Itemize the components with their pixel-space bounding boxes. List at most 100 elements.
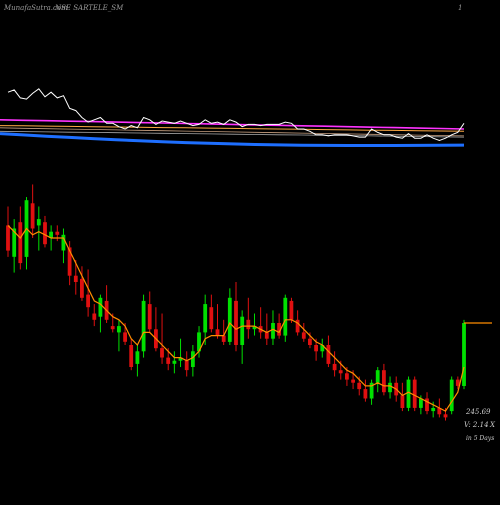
candle <box>332 351 337 377</box>
candle-body <box>351 379 355 383</box>
volume-readout: V: 2.14 <box>464 421 489 429</box>
candle <box>246 297 251 339</box>
candle-body <box>246 319 251 330</box>
candle <box>240 310 245 364</box>
candle-body <box>12 228 17 257</box>
candle-body <box>184 360 189 371</box>
candle-body <box>61 234 66 251</box>
candle <box>388 376 392 399</box>
candle-body <box>129 345 134 367</box>
band-blue-line <box>0 132 465 147</box>
indicator-panel <box>7 88 465 142</box>
candle <box>382 363 386 396</box>
volume-unit: X <box>489 421 496 429</box>
candle-body <box>172 360 177 364</box>
candle-body <box>141 300 146 352</box>
candle <box>197 326 201 358</box>
candle-body <box>252 326 257 330</box>
candle-body <box>203 304 208 333</box>
candle <box>289 297 294 323</box>
candle <box>30 184 35 238</box>
candle <box>455 376 460 390</box>
candle <box>141 294 146 358</box>
candle-body <box>215 329 220 336</box>
candle <box>191 345 195 377</box>
candle-body <box>437 408 442 415</box>
candle-body <box>357 382 362 390</box>
candle-body <box>314 345 318 352</box>
candle-body <box>289 300 294 320</box>
candle-body <box>30 203 35 229</box>
candle <box>363 379 368 402</box>
candle-body <box>123 332 127 342</box>
candle-body <box>345 373 349 380</box>
candle-body <box>388 382 392 393</box>
candle-body <box>135 351 140 364</box>
candle <box>283 294 288 342</box>
candle-body <box>301 332 306 339</box>
candle <box>369 379 374 405</box>
candle-body <box>382 370 386 393</box>
candle-body <box>49 231 53 238</box>
candle <box>375 367 380 393</box>
candle <box>271 310 275 345</box>
candle-body <box>271 323 275 339</box>
candle <box>184 351 189 377</box>
candle-body <box>36 219 41 226</box>
candle <box>412 376 417 412</box>
candle-body <box>98 297 103 317</box>
candle-body <box>277 323 281 336</box>
candle-body <box>462 323 466 386</box>
watermark-label: MunafaSutra.com <box>3 4 68 12</box>
candle-body <box>166 357 171 364</box>
indicator-line <box>7 88 465 142</box>
candle-body <box>419 398 423 408</box>
candle <box>98 294 103 333</box>
candle <box>221 319 226 345</box>
candle-body <box>412 379 417 408</box>
candle-body <box>443 414 448 418</box>
candle-body <box>326 345 331 364</box>
candle-body <box>110 326 115 330</box>
candle-body <box>197 332 201 352</box>
candle <box>425 392 429 415</box>
candle <box>73 260 78 295</box>
candle-body <box>147 304 152 330</box>
candle-body <box>283 297 288 336</box>
candle <box>252 313 257 336</box>
candle-body <box>160 348 164 358</box>
candle-body <box>80 278 84 298</box>
band-magenta-line <box>0 119 465 130</box>
candle-body <box>431 408 436 412</box>
candle-body <box>400 395 405 408</box>
candle-body <box>240 316 245 345</box>
candle <box>406 376 411 412</box>
candle <box>227 288 232 345</box>
candle <box>462 319 466 390</box>
candle-body <box>117 326 121 333</box>
candle-body <box>455 379 460 386</box>
candle-body <box>43 222 47 245</box>
candle <box>449 376 454 415</box>
candle <box>400 382 405 412</box>
candle-body <box>67 247 72 276</box>
candle <box>67 241 72 286</box>
candle-body <box>264 332 269 339</box>
chart-title: NSE SARTELE_SM <box>54 4 124 12</box>
candle-body <box>375 370 380 383</box>
candle-body <box>338 370 343 374</box>
ema-line <box>7 224 465 412</box>
candle <box>160 313 164 364</box>
candle <box>203 294 208 345</box>
candle <box>129 338 134 371</box>
candle-body <box>92 313 97 320</box>
candle-body <box>369 382 374 399</box>
candle-body <box>363 389 368 399</box>
candle <box>277 313 281 339</box>
ema-line-group <box>7 224 465 412</box>
candle-body <box>406 379 411 408</box>
candle-body <box>86 294 90 308</box>
candle <box>178 338 183 368</box>
candle-body <box>295 319 300 333</box>
